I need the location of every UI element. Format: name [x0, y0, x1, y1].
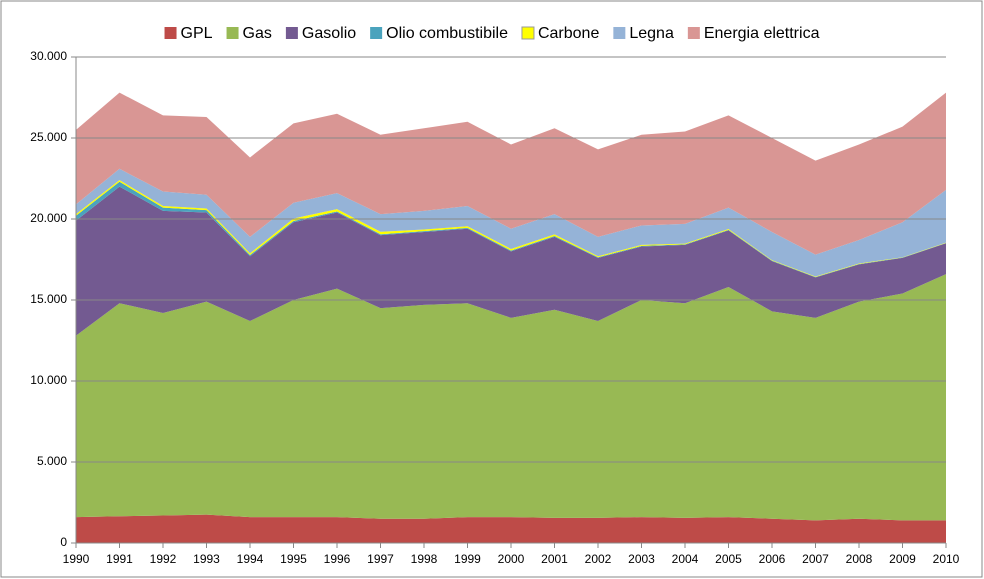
area	[76, 514, 946, 543]
legend-swatch	[285, 27, 298, 39]
legend-label: Olio combustibile	[386, 25, 508, 42]
x-tick-label: 2006	[759, 552, 786, 566]
x-tick-label: 2002	[585, 552, 612, 566]
legend-swatch	[164, 27, 177, 39]
legend-label: GPL	[181, 25, 213, 42]
x-tick-label: 2003	[628, 552, 655, 566]
x-tick-label: 2007	[802, 552, 829, 566]
x-tick-label: 1996	[324, 552, 351, 566]
area	[76, 274, 946, 521]
y-tick-label: 30.000	[30, 49, 67, 63]
legend-swatch	[687, 27, 700, 39]
legend-label: Gas	[243, 25, 272, 42]
x-tick-label: 2000	[498, 552, 525, 566]
area	[76, 92, 946, 255]
legend-swatch	[613, 27, 626, 39]
legend-label: Legna	[629, 25, 674, 42]
x-tick-label: 1995	[280, 552, 307, 566]
legend-swatch	[226, 27, 239, 39]
x-tick-label: 2004	[672, 552, 699, 566]
x-tick-label: 2010	[933, 552, 960, 566]
x-tick-label: 1992	[150, 552, 177, 566]
x-tick-label: 2001	[541, 552, 568, 566]
area	[76, 186, 946, 336]
legend-label: Carbone	[538, 25, 599, 42]
y-tick-label: 5.000	[37, 454, 67, 468]
y-tick-label: 10.000	[30, 373, 67, 387]
y-tick-label: 15.000	[30, 292, 67, 306]
y-tick-label: 25.000	[30, 130, 67, 144]
x-tick-label: 1999	[454, 552, 481, 566]
y-tick-label: 0	[60, 535, 67, 549]
x-tick-label: 2005	[715, 552, 742, 566]
legend-label: Gasolio	[302, 25, 356, 42]
x-tick-label: 1997	[367, 552, 394, 566]
y-tick-label: 20.000	[30, 211, 67, 225]
x-tick-label: 2009	[889, 552, 916, 566]
legend-label: Energia elettrica	[704, 25, 820, 42]
x-tick-label: 1990	[63, 552, 90, 566]
x-tick-label: 2008	[846, 552, 873, 566]
legend-swatch	[370, 27, 383, 39]
legend-swatch	[521, 26, 535, 40]
x-tick-label: 1993	[193, 552, 220, 566]
x-tick-label: 1998	[411, 552, 438, 566]
x-tick-label: 1991	[106, 552, 133, 566]
x-tick-label: 1994	[237, 552, 264, 566]
